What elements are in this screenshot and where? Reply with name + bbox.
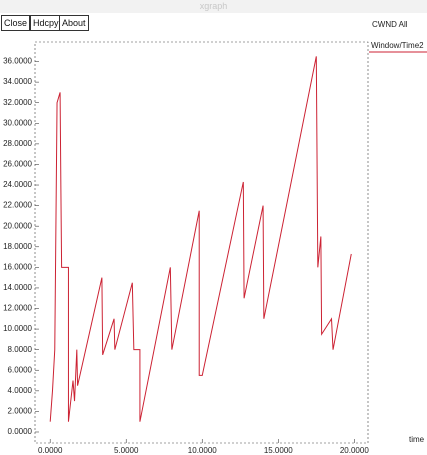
y-tick-label: 12.0000 xyxy=(3,304,32,313)
about-button[interactable]: About xyxy=(59,15,89,31)
y-tick-label: 20.0000 xyxy=(3,221,32,230)
x-tick-label: 5.0000 xyxy=(114,446,139,455)
y-tick-label: 2.0000 xyxy=(8,407,33,416)
y-tick-label: 0.0000 xyxy=(8,427,33,436)
legend-label: Window/Time2 xyxy=(371,41,424,50)
y-tick-label: 24.0000 xyxy=(3,180,32,189)
y-tick-label: 34.0000 xyxy=(3,77,32,86)
series-line xyxy=(49,56,352,422)
y-tick-label: 28.0000 xyxy=(3,139,32,148)
y-tick-label: 30.0000 xyxy=(3,118,32,127)
y-tick-label: 14.0000 xyxy=(3,283,32,292)
y-tick-label: 6.0000 xyxy=(8,365,33,374)
y-tick-label: 36.0000 xyxy=(3,57,32,66)
close-button[interactable]: Close xyxy=(1,15,31,31)
y-tick-label: 10.0000 xyxy=(3,324,32,333)
chart-title: CWND All xyxy=(372,20,408,29)
title-bar: xgraph xyxy=(0,0,427,13)
y-tick-label: 26.0000 xyxy=(3,160,32,169)
x-axis-label: time xyxy=(409,435,425,444)
x-tick-label: 0.0000 xyxy=(38,446,63,455)
y-tick-label: 4.0000 xyxy=(8,386,33,395)
y-tick-label: 22.0000 xyxy=(3,201,32,210)
hardcopy-button[interactable]: Hdcpy xyxy=(30,15,62,31)
x-tick-label: 15.0000 xyxy=(264,446,293,455)
y-tick-label: 18.0000 xyxy=(3,242,32,251)
plot-frame xyxy=(34,41,369,444)
x-tick-label: 20.0000 xyxy=(340,446,369,455)
x-tick-label: 10.0000 xyxy=(188,446,217,455)
y-tick-label: 32.0000 xyxy=(3,98,32,107)
y-tick-label: 16.0000 xyxy=(3,262,32,271)
y-tick-label: 8.0000 xyxy=(8,345,33,354)
